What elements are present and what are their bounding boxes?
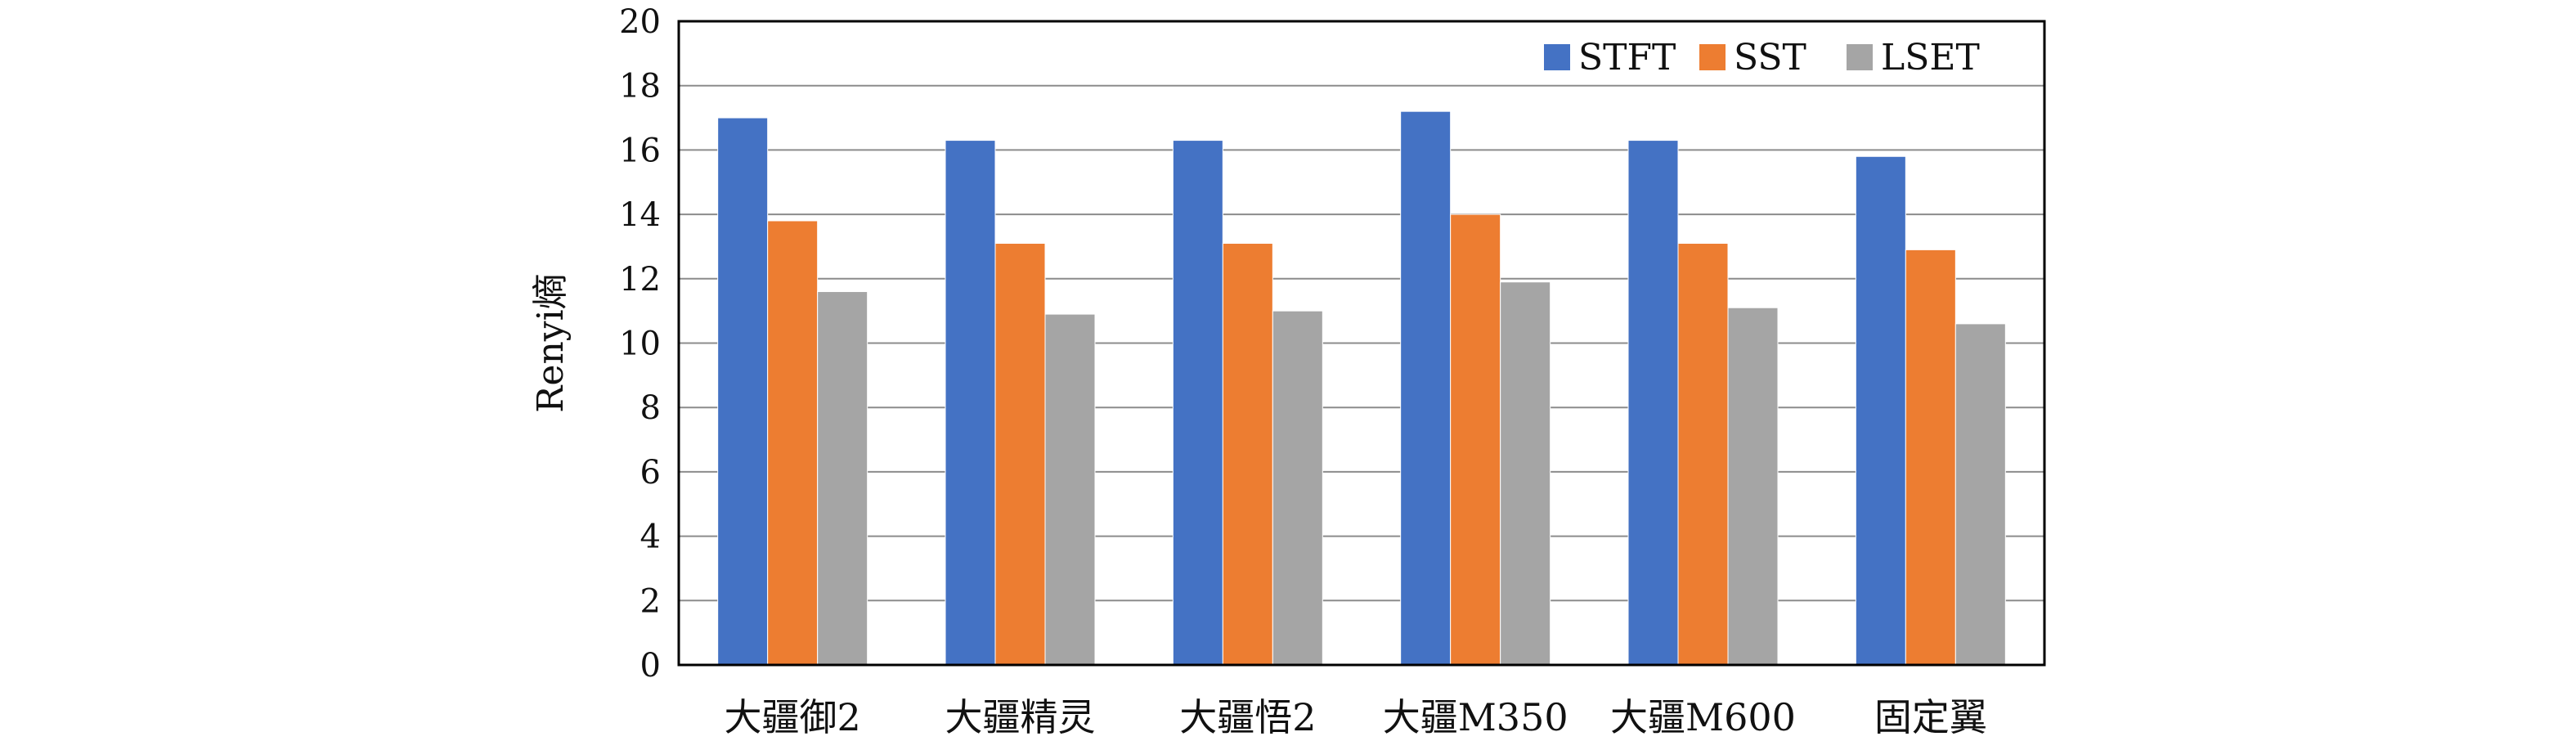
- bar-stft: [1400, 110, 1452, 666]
- bar-lset: [1044, 313, 1096, 666]
- x-tick-label: 大疆精灵: [945, 695, 1096, 739]
- bar-stft: [1172, 140, 1223, 666]
- tick-labels: 0 2 4 6 8 10 12 14 16 18 20 大疆御2 大疆精灵 大疆悟2 大疆M350 大疆M60…: [619, 3, 1987, 739]
- bar-stft: [717, 117, 769, 666]
- bar-sst: [1450, 213, 1501, 666]
- bar-lset: [1954, 323, 2006, 666]
- bar-stft: [1855, 155, 1906, 666]
- bar-lset: [1500, 281, 1551, 666]
- x-tick-label: 大疆M600: [1610, 695, 1796, 739]
- bar-lset: [817, 291, 868, 666]
- legend-label-stft: STFT: [1578, 37, 1676, 79]
- x-tick-label: 大疆悟2: [1179, 695, 1316, 739]
- grid-lines: [679, 20, 2044, 602]
- x-tick-label: 固定翼: [1874, 695, 1987, 739]
- y-tick-label: 6: [640, 454, 661, 492]
- bar-sst: [1905, 249, 1956, 666]
- bar-sst: [994, 243, 1046, 666]
- y-tick-label: 2: [640, 582, 661, 620]
- bar-stft: [945, 140, 996, 666]
- y-tick-label: 18: [619, 68, 661, 106]
- y-tick-label: 0: [640, 647, 661, 685]
- x-tick-label: 大疆御2: [725, 695, 861, 739]
- legend-label-sst: SST: [1734, 37, 1806, 79]
- bars: [717, 110, 2006, 666]
- x-tick-label: 大疆M350: [1383, 695, 1568, 739]
- plot-frame: [677, 20, 2046, 667]
- y-tick-label: 14: [619, 196, 661, 234]
- y-tick-label: 8: [640, 389, 661, 427]
- bar-sst: [1222, 243, 1273, 666]
- bar-sst: [767, 220, 819, 666]
- axes: [677, 20, 2046, 667]
- legend-swatch-lset: [1847, 44, 1873, 70]
- y-axis-label: Renyi熵: [530, 273, 572, 412]
- legend: STFT SST LSET: [1544, 37, 1980, 79]
- y-tick-label: 4: [640, 519, 661, 556]
- bar-sst: [1677, 243, 1729, 666]
- y-tick-label: 20: [619, 3, 661, 41]
- legend-label-lset: LSET: [1881, 37, 1980, 79]
- y-tick-label: 16: [619, 132, 661, 169]
- bar-lset: [1272, 310, 1323, 666]
- legend-swatch-sst: [1699, 44, 1726, 70]
- y-tick-label: 12: [619, 261, 661, 299]
- y-tick-label: 10: [619, 326, 661, 363]
- legend-swatch-stft: [1544, 44, 1570, 70]
- bar-lset: [1727, 307, 1779, 666]
- bar-stft: [1627, 140, 1679, 666]
